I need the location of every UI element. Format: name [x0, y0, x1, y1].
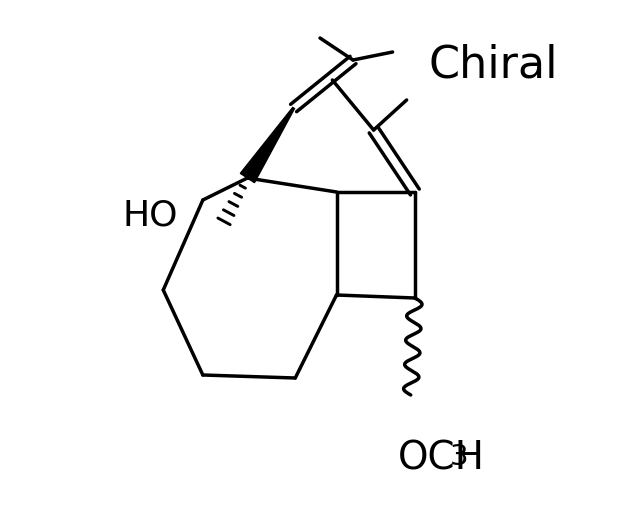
Text: 3: 3	[450, 442, 468, 470]
Text: Chiral: Chiral	[429, 43, 558, 87]
Text: HO: HO	[123, 198, 178, 232]
Polygon shape	[241, 107, 294, 183]
Text: OCH: OCH	[398, 440, 485, 478]
